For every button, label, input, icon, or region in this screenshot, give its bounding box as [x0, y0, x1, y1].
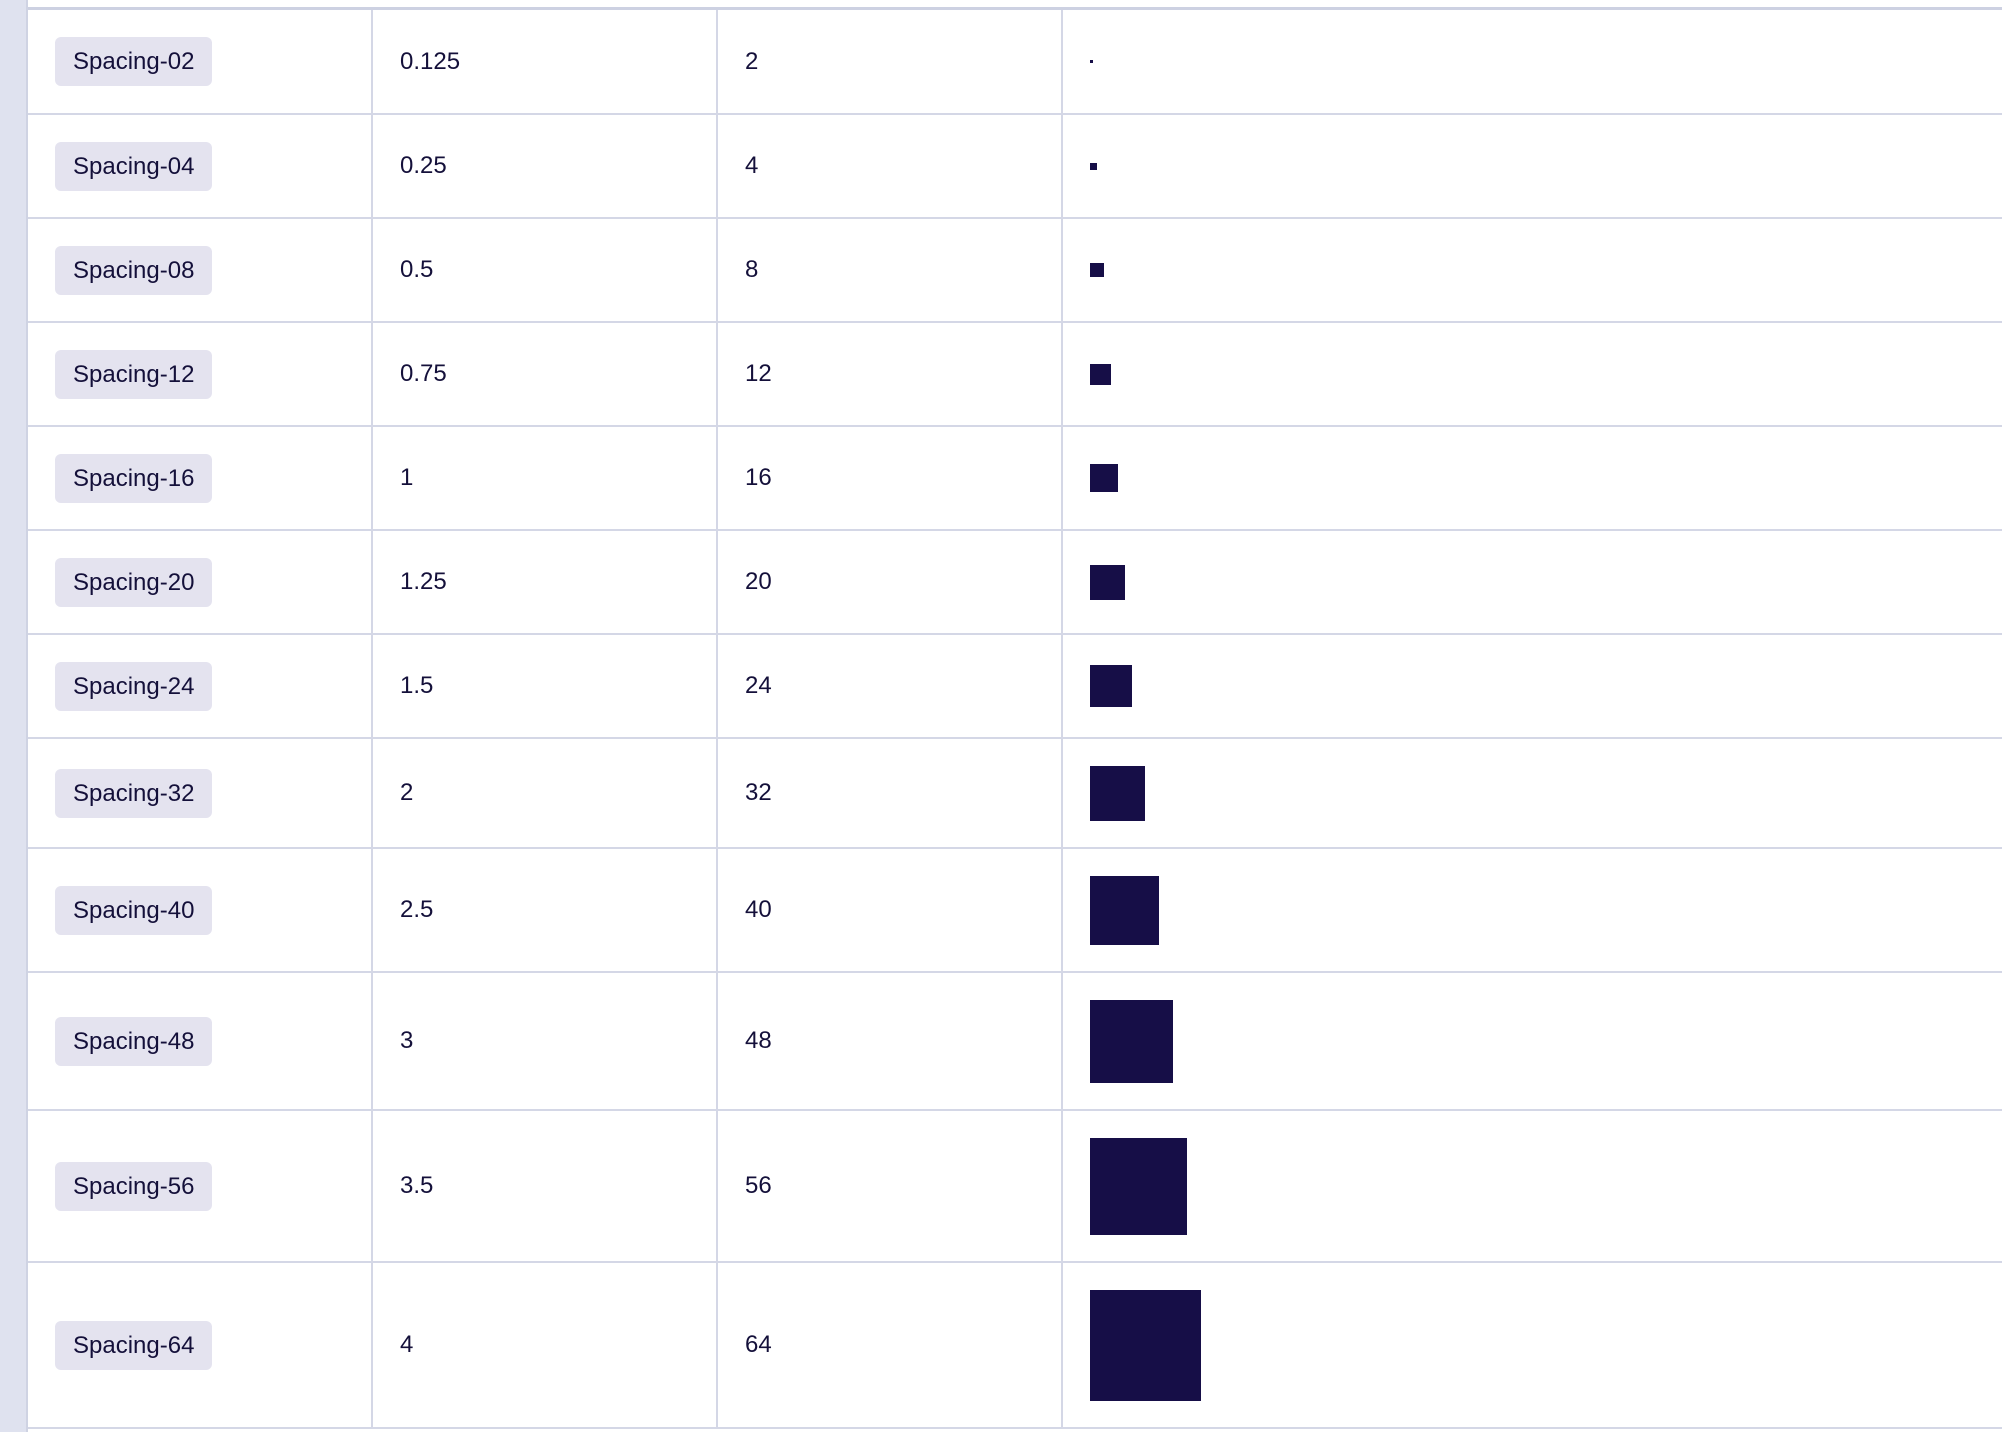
token-badge: Spacing-64 — [55, 1320, 213, 1370]
px-value-cell: 24 — [717, 634, 1063, 739]
px-value-cell: 8 — [717, 218, 1063, 323]
token-cell: Spacing-64 — [28, 1262, 373, 1429]
px-value-cell: 48 — [717, 972, 1063, 1111]
spacing-row: Spacing-20 1.25 20 — [28, 530, 2002, 635]
example-cell — [1062, 1110, 2002, 1263]
example-cell — [1062, 738, 2002, 849]
token-cell: Spacing-08 — [28, 218, 373, 323]
left-rail — [0, 0, 28, 1432]
rem-value-cell: 4 — [372, 1262, 718, 1429]
spacing-row: Spacing-08 0.5 8 — [28, 218, 2002, 323]
spacing-swatch — [1090, 875, 1159, 945]
example-cell — [1062, 114, 2002, 219]
px-value-cell: 56 — [717, 1110, 1063, 1263]
example-cell — [1062, 322, 2002, 427]
spacing-row: Spacing-12 0.75 12 — [28, 322, 2002, 427]
spacing-row: Spacing-16 1 16 — [28, 426, 2002, 531]
example-cell — [1062, 10, 2002, 115]
rem-value-cell: 0.125 — [372, 10, 718, 115]
spacing-table: Spacing-02 0.125 2 Spacing-04 0.25 4 Spacing-0… — [28, 10, 2002, 1429]
rem-value-cell: 0.5 — [372, 218, 718, 323]
example-cell — [1062, 530, 2002, 635]
spacing-swatch — [1090, 564, 1125, 600]
spacing-swatch — [1090, 1137, 1187, 1235]
spacing-row: Spacing-04 0.25 4 — [28, 114, 2002, 219]
spacing-row: Spacing-56 3.5 56 — [28, 1110, 2002, 1263]
token-badge: Spacing-04 — [55, 141, 213, 191]
token-cell: Spacing-02 — [28, 10, 373, 115]
px-value-cell: 2 — [717, 10, 1063, 115]
rem-value-cell: 2.5 — [372, 848, 718, 973]
spacing-row: Spacing-40 2.5 40 — [28, 848, 2002, 973]
token-badge: Spacing-02 — [55, 37, 213, 86]
spacing-row: Spacing-32 2 32 — [28, 738, 2002, 849]
rem-value-cell: 2 — [372, 738, 718, 849]
token-badge: Spacing-24 — [55, 661, 213, 711]
token-badge: Spacing-40 — [55, 885, 213, 935]
token-badge: Spacing-48 — [55, 1016, 213, 1066]
rem-value-cell: 1.25 — [372, 530, 718, 635]
token-badge: Spacing-16 — [55, 453, 213, 503]
spacing-swatch — [1090, 999, 1173, 1083]
px-value-cell: 40 — [717, 848, 1063, 973]
spacing-row: Spacing-02 0.125 2 — [28, 10, 2002, 115]
token-cell: Spacing-20 — [28, 530, 373, 635]
example-cell — [1062, 1262, 2002, 1429]
token-cell: Spacing-16 — [28, 426, 373, 531]
token-badge: Spacing-20 — [55, 557, 213, 607]
example-cell — [1062, 972, 2002, 1111]
px-value-cell: 4 — [717, 114, 1063, 219]
spacing-swatch — [1090, 60, 1093, 63]
spacing-swatch — [1090, 263, 1104, 277]
token-cell: Spacing-56 — [28, 1110, 373, 1263]
spacing-swatch — [1090, 162, 1097, 170]
px-value-cell: 16 — [717, 426, 1063, 531]
example-cell — [1062, 848, 2002, 973]
table-top-border — [28, 0, 2002, 10]
rem-value-cell: 1.5 — [372, 634, 718, 739]
token-badge: Spacing-08 — [55, 245, 213, 295]
token-badge: Spacing-56 — [55, 1161, 213, 1211]
px-value-cell: 64 — [717, 1262, 1063, 1429]
rem-value-cell: 0.25 — [372, 114, 718, 219]
token-badge: Spacing-32 — [55, 768, 213, 818]
rem-value-cell: 3 — [372, 972, 718, 1111]
token-cell: Spacing-24 — [28, 634, 373, 739]
example-cell — [1062, 426, 2002, 531]
example-cell — [1062, 634, 2002, 739]
spacing-swatch — [1090, 1289, 1201, 1401]
spacing-table-wrapper: Spacing-02 0.125 2 Spacing-04 0.25 4 Spacing-0… — [28, 0, 2002, 1432]
px-value-cell: 12 — [717, 322, 1063, 427]
token-cell: Spacing-32 — [28, 738, 373, 849]
rem-value-cell: 0.75 — [372, 322, 718, 427]
spacing-row: Spacing-48 3 48 — [28, 972, 2002, 1111]
rem-value-cell: 1 — [372, 426, 718, 531]
px-value-cell: 32 — [717, 738, 1063, 849]
spacing-swatch — [1090, 665, 1132, 707]
spacing-swatch — [1090, 363, 1111, 385]
spacing-table-body: Spacing-02 0.125 2 Spacing-04 0.25 4 Spacing-0… — [28, 10, 2002, 1429]
spacing-swatch — [1090, 464, 1118, 492]
token-cell: Spacing-40 — [28, 848, 373, 973]
px-value-cell: 20 — [717, 530, 1063, 635]
spacing-row: Spacing-24 1.5 24 — [28, 634, 2002, 739]
token-cell: Spacing-04 — [28, 114, 373, 219]
rem-value-cell: 3.5 — [372, 1110, 718, 1263]
spacing-swatch — [1090, 765, 1145, 821]
token-cell: Spacing-48 — [28, 972, 373, 1111]
token-cell: Spacing-12 — [28, 322, 373, 427]
token-badge: Spacing-12 — [55, 349, 213, 399]
example-cell — [1062, 218, 2002, 323]
spacing-row: Spacing-64 4 64 — [28, 1262, 2002, 1429]
